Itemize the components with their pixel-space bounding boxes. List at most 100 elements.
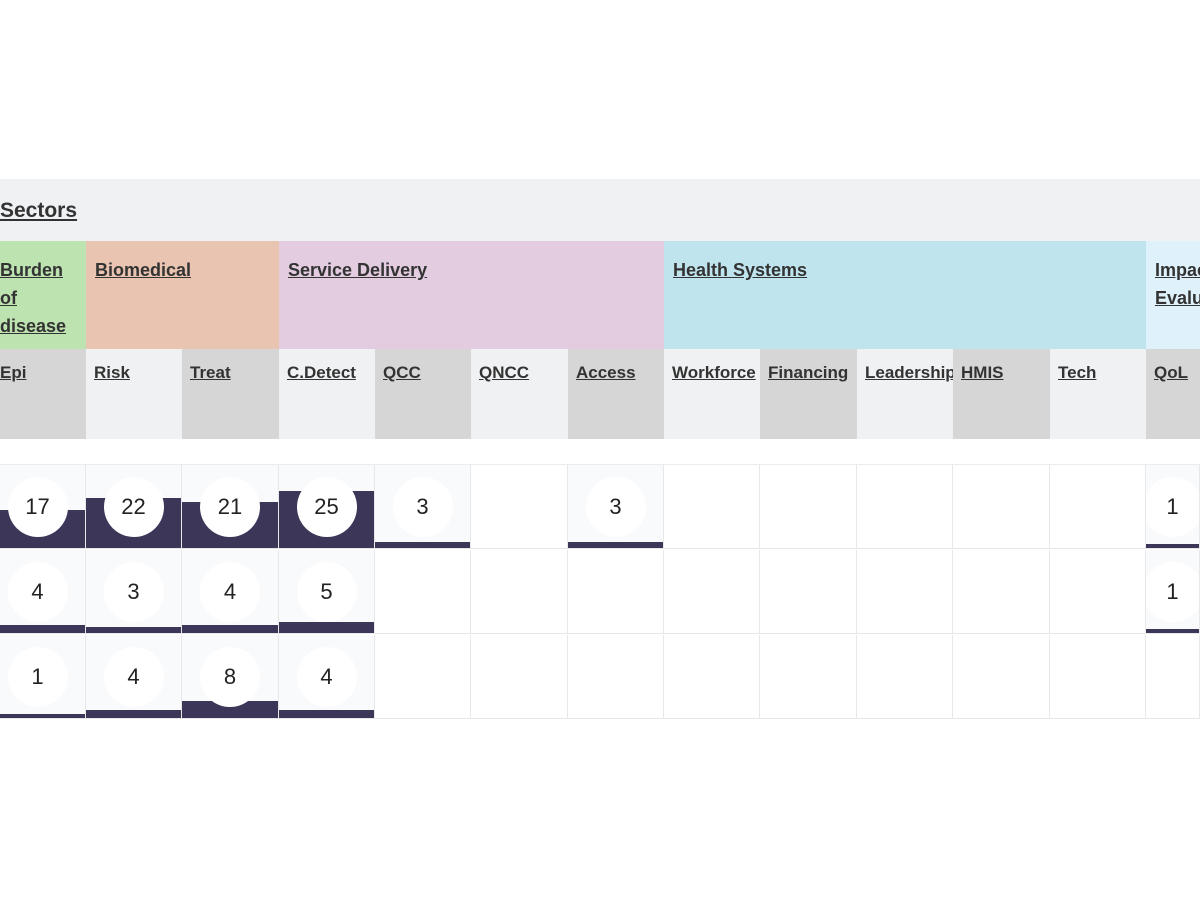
count-bubble[interactable]: 22 [103,476,164,537]
count-fill-bar [182,625,278,633]
count-fill-bar [86,627,181,633]
sub-qncc: QNCC [471,349,568,439]
count-fill-bar [375,542,470,548]
count-bubble[interactable]: 4 [103,646,164,707]
cell-leadership-row1 [857,465,953,549]
count-bubble[interactable]: 1 [7,646,68,707]
cell-epi-row3[interactable]: 1 [0,635,86,719]
sub-treat: Treat [182,349,279,439]
sub-access-link[interactable]: Access [576,363,636,382]
count-fill-bar [279,710,374,718]
cell-epi-row2[interactable]: 4 [0,550,86,634]
sub-financing: Financing [760,349,857,439]
sub-treat-link[interactable]: Treat [190,363,231,382]
table-divider [0,464,1200,465]
group-service-delivery-link[interactable]: Service Delivery [288,260,428,280]
sub-financing-link[interactable]: Financing [768,363,849,382]
cell-hmis-row1 [953,465,1050,549]
cell-workforce-row2 [664,550,760,634]
cell-qcc-row2 [375,550,471,634]
cell-treat-row3[interactable]: 8 [182,635,279,719]
count-bubble[interactable]: 4 [7,561,68,622]
sub-qcc: QCC [375,349,471,439]
cell-financing-row2 [760,550,857,634]
count-bubble[interactable]: 1 [1146,476,1199,537]
group-service-delivery: Service Delivery [279,241,664,349]
cell-qol-row2[interactable]: 1 [1146,550,1200,634]
cell-financing-row3 [760,635,857,719]
cell-tech-row3 [1050,635,1146,719]
count-bubble[interactable]: 17 [7,476,68,537]
sub-hmis: HMIS [953,349,1050,439]
count-fill-bar [0,625,85,633]
count-bubble[interactable]: 25 [296,476,357,537]
cell-epi-row1[interactable]: 17 [0,465,86,549]
count-bubble[interactable]: 3 [392,476,453,537]
sub-epi: Epi [0,349,86,439]
sub-hmis-link[interactable]: HMIS [961,363,1004,382]
count-bubble[interactable]: 8 [200,646,260,707]
group-impact-link[interactable]: Impact Evaluation [1155,260,1200,308]
sub-risk-link[interactable]: Risk [94,363,130,382]
sub-access: Access [568,349,664,439]
count-fill-bar [182,701,278,718]
cell-risk-row1[interactable]: 22 [86,465,182,549]
cell-treat-row1[interactable]: 21 [182,465,279,549]
cell-risk-row3[interactable]: 4 [86,635,182,719]
cell-qcc-row1[interactable]: 3 [375,465,471,549]
cell-risk-row2[interactable]: 3 [86,550,182,634]
cell-qol-row3 [1146,635,1200,719]
sub-tech: Tech [1050,349,1146,439]
cell-qcc-row3 [375,635,471,719]
count-bubble[interactable]: 21 [200,476,260,537]
sub-leadership-link[interactable]: Leadership [865,363,953,382]
cell-leadership-row3 [857,635,953,719]
group-health-systems-link[interactable]: Health Systems [673,260,808,280]
cell-access-row2 [568,550,664,634]
sub-tech-link[interactable]: Tech [1058,363,1097,382]
group-burden-link[interactable]: Burden of disease [0,260,67,336]
cell-hmis-row2 [953,550,1050,634]
sub-qncc-link[interactable]: QNCC [479,363,530,382]
cell-access-row1[interactable]: 3 [568,465,664,549]
sub-qcc-link[interactable]: QCC [383,363,421,382]
cell-tech-row1 [1050,465,1146,549]
count-fill-bar [568,542,663,548]
cell-workforce-row3 [664,635,760,719]
count-fill-bar [1146,544,1199,548]
sub-qol: QoL [1146,349,1200,439]
cell-tech-row2 [1050,550,1146,634]
sectors-header: Sectors [0,179,1200,241]
sub-qol-link[interactable]: QoL [1154,363,1188,382]
sub-epi-link[interactable]: Epi [0,363,27,382]
group-biomedical-link[interactable]: Biomedical [95,260,192,280]
group-burden-of-disease: Burden of disease [0,241,86,349]
sub-risk: Risk [86,349,182,439]
cell-cdetect-row2[interactable]: 5 [279,550,375,634]
sub-leadership: Leadership [857,349,953,439]
count-fill-bar [0,714,85,718]
count-fill-bar [86,710,181,718]
cell-cdetect-row1[interactable]: 25 [279,465,375,549]
cell-access-row3 [568,635,664,719]
count-bubble[interactable]: 5 [296,561,357,622]
cell-treat-row2[interactable]: 4 [182,550,279,634]
cell-workforce-row1 [664,465,760,549]
cell-qncc-row3 [471,635,568,719]
count-bubble[interactable]: 3 [585,476,646,537]
cell-cdetect-row3[interactable]: 4 [279,635,375,719]
count-bubble[interactable]: 3 [103,561,164,622]
cell-leadership-row2 [857,550,953,634]
count-bubble[interactable]: 4 [200,561,260,622]
count-fill-bar [279,622,374,633]
count-bubble[interactable]: 4 [296,646,357,707]
group-health-systems: Health Systems [664,241,1146,349]
cell-qol-row1[interactable]: 1 [1146,465,1200,549]
cell-financing-row1 [760,465,857,549]
sub-workforce-link[interactable]: Workforce [672,363,756,382]
cell-qncc-row2 [471,550,568,634]
sub-cdetect-link[interactable]: C.Detect [287,363,356,382]
count-bubble[interactable]: 1 [1146,561,1199,622]
sectors-link[interactable]: Sectors [0,199,78,222]
cell-qncc-row1 [471,465,568,549]
